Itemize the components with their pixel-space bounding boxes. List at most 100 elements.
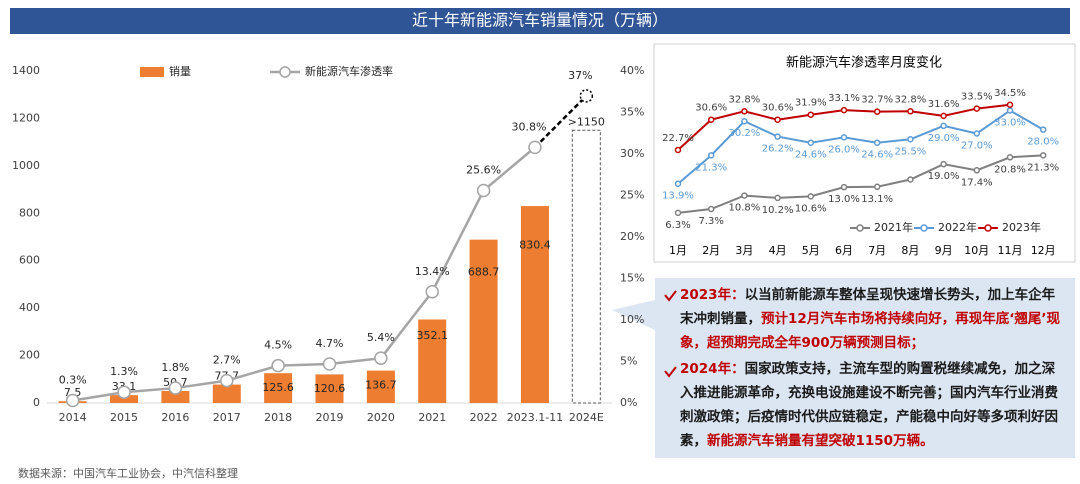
x-tick-label: 8月	[901, 244, 919, 257]
point-label: 30.6%	[695, 103, 727, 114]
x-tick-label: 3月	[735, 244, 753, 257]
x-tick-label: 2019	[316, 411, 344, 424]
note-box: 2023年：以当前新能源车整体呈现快速增长势头，加上车企年末冲刺销量，预计12月…	[664, 283, 1066, 455]
point-label: 20.8%	[994, 164, 1026, 175]
note-label: 2024年：	[680, 361, 745, 377]
point-label: 30.2%	[729, 128, 761, 139]
bar	[571, 129, 601, 404]
line-point	[873, 108, 881, 115]
bar-label: 125.6	[262, 381, 294, 394]
line-point	[1006, 107, 1014, 114]
point-label: 24.6%	[861, 150, 893, 161]
x-tick-label: 2016	[161, 411, 189, 424]
line	[677, 109, 1044, 185]
point-label: 32.8%	[729, 94, 761, 105]
chart-title: 新能源汽车渗透率月度变化	[786, 55, 942, 71]
line-point	[907, 108, 914, 115]
x-tick-label: 1月	[669, 244, 687, 257]
line-point	[579, 89, 594, 103]
bar	[110, 395, 139, 403]
page-title: 近十年新能源汽车销量情况（万辆）	[412, 11, 668, 30]
y2-tick-label: 5%	[620, 355, 637, 368]
y2-tick-label: 10%	[620, 313, 644, 326]
line-point	[840, 106, 848, 114]
bar	[418, 319, 447, 403]
legend-label: 销量	[169, 64, 191, 78]
y2-tick-label: 30%	[620, 147, 644, 160]
point-label: 24.6%	[795, 150, 827, 161]
legend-swatch	[279, 66, 291, 78]
line-point	[907, 136, 914, 143]
y-tick-label: 800	[19, 206, 40, 219]
legend-swatch	[984, 224, 992, 232]
line-point	[271, 358, 285, 373]
line-forecast	[534, 95, 588, 149]
panel	[653, 43, 1076, 263]
line-point	[674, 180, 682, 187]
line-point	[674, 209, 682, 217]
line-label: 0.3%	[59, 374, 87, 387]
point-label: 31.9%	[795, 98, 827, 109]
legend-swatch	[856, 224, 864, 232]
bar-label: 830.4	[519, 238, 551, 251]
line-label: 37%	[568, 69, 592, 82]
legend-label: 新能源汽车渗透率	[305, 64, 393, 78]
y-tick-label: 1200	[12, 111, 40, 124]
point-label: 25.5%	[895, 146, 927, 157]
y-tick-label: 1000	[12, 159, 40, 172]
line-point	[117, 385, 131, 399]
point-label: 34.5%	[994, 88, 1026, 99]
line-point	[973, 130, 981, 137]
note-highlight: 预计12月汽车市场将持续向好，再现年底‘翘尾’现象，超预期完成全年900万辆预测…	[680, 311, 1061, 351]
point-label: 13.9%	[662, 191, 694, 202]
x-tick-label: 11月	[998, 244, 1023, 257]
y2-tick-label: 15%	[620, 272, 644, 285]
bar-label: 120.6	[314, 382, 346, 395]
point-label: 13.1%	[861, 194, 893, 205]
x-tick-label: 2021	[418, 411, 446, 424]
y-tick-label: 1400	[12, 64, 40, 77]
line-point	[476, 183, 491, 198]
point-label: 22.7%	[662, 133, 694, 144]
line-point	[1006, 101, 1014, 108]
point-label: 10.6%	[795, 203, 827, 214]
x-tick-label: 4月	[769, 244, 787, 257]
line-point	[973, 105, 981, 112]
point-label: 26.2%	[762, 144, 794, 155]
line-point	[807, 111, 815, 118]
line-label: 2.7%	[213, 354, 241, 367]
line-label: 5.4%	[367, 331, 395, 344]
x-tick-label: 12月	[1031, 244, 1056, 257]
line-point	[1006, 154, 1014, 161]
note-label: 2023年：	[680, 287, 745, 303]
line-point	[940, 112, 947, 120]
note-highlight: 新能源汽车销量有望突破1150万辆。	[707, 433, 934, 449]
legend-label: 2022年	[938, 220, 977, 234]
line	[72, 146, 536, 402]
point-label: 28.0%	[1027, 137, 1059, 148]
line-label: 1.3%	[110, 365, 138, 378]
point-label: 7.3%	[698, 216, 723, 227]
legend-swatch	[920, 224, 928, 232]
title-bar	[10, 8, 1070, 34]
bar	[212, 384, 241, 403]
line-point	[873, 183, 881, 191]
y2-tick-label: 40%	[620, 64, 644, 77]
line-point	[220, 373, 234, 388]
line-point	[807, 193, 815, 200]
line-point	[322, 357, 337, 371]
y2-tick-label: 0%	[620, 396, 637, 409]
x-tick-label: 2月	[702, 244, 720, 257]
point-label: 32.7%	[861, 95, 893, 106]
line-label: 30.8%	[511, 120, 546, 133]
x-tick-label: 2018	[264, 411, 292, 424]
line-point	[707, 205, 715, 213]
check-icon	[664, 290, 677, 302]
x-tick-label: 2017	[213, 411, 241, 424]
y-tick-label: 200	[19, 349, 40, 362]
point-label: 6.3%	[665, 220, 690, 231]
line-point	[1039, 152, 1047, 159]
point-label: 33.0%	[994, 118, 1026, 129]
line-point	[374, 351, 388, 365]
